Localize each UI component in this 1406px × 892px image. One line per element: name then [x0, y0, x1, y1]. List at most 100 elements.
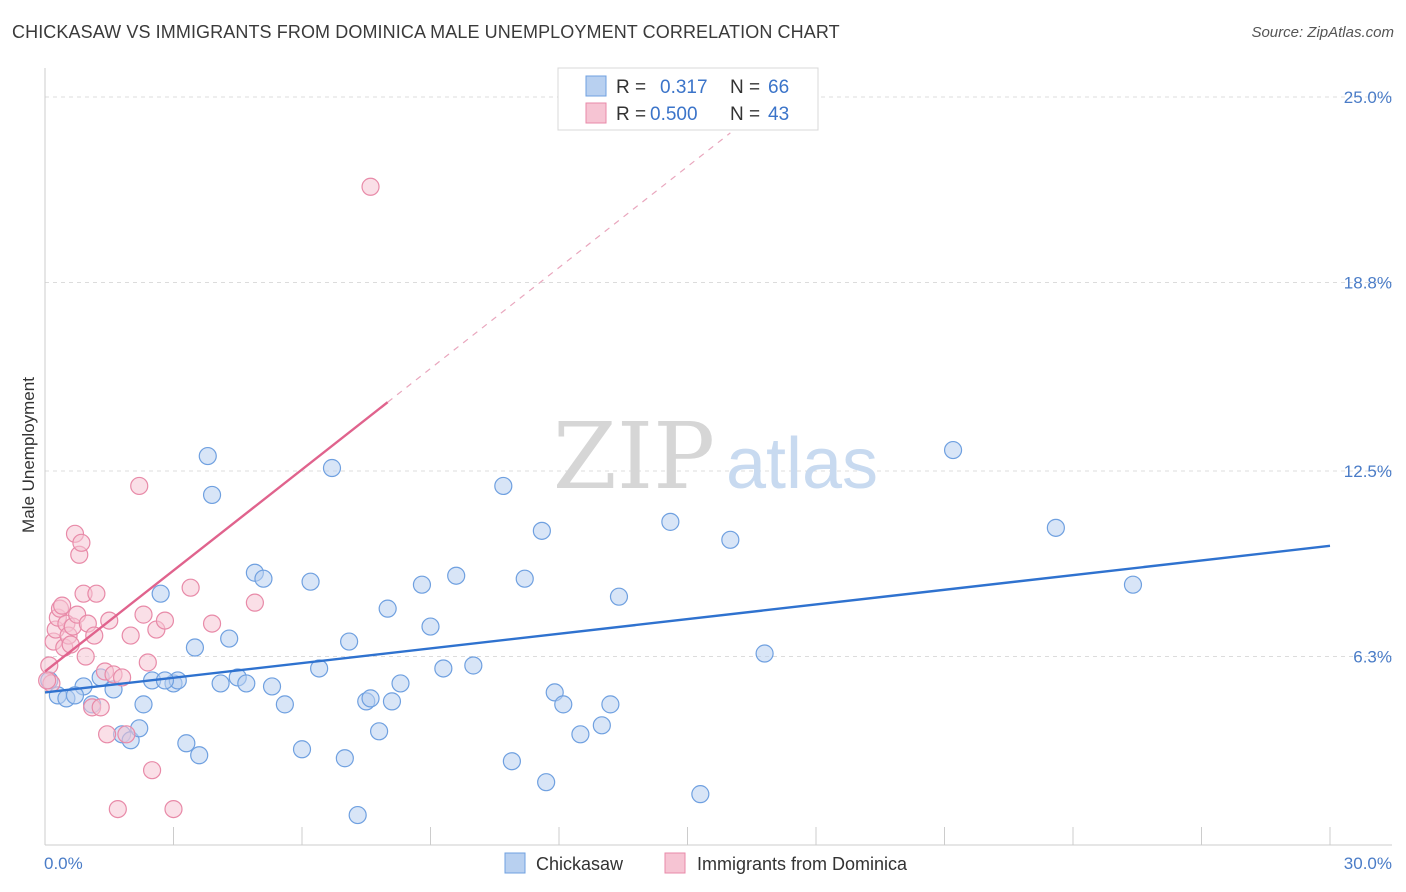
point-s0-38 — [391, 674, 410, 693]
point-s1-27 — [112, 668, 132, 687]
point-s0-47 — [532, 521, 551, 540]
point-s0-45 — [502, 752, 521, 771]
point-s0-59 — [943, 440, 963, 460]
point-s0-13 — [177, 734, 196, 753]
point-s0-30 — [335, 749, 354, 768]
point-s0-63 — [65, 686, 85, 705]
point-s1-39 — [245, 593, 264, 612]
point-s1-35 — [155, 611, 175, 630]
legend-n-value-chickasaw: 66 — [768, 77, 789, 98]
point-s0-60 — [1046, 518, 1065, 537]
point-s1-40 — [361, 177, 380, 196]
point-s1-31 — [134, 605, 153, 624]
point-s0-54 — [609, 587, 629, 606]
chart-source: Source: ZipAtlas.com — [1251, 24, 1394, 41]
point-s1-28 — [117, 725, 136, 744]
watermark-atlas: atlas — [726, 424, 878, 504]
legend: R = 0.317 N = 66 R = 0.500 N = 43 — [557, 67, 819, 131]
chart-title: CHICKASAW VS IMMIGRANTS FROM DOMINICA MA… — [12, 22, 840, 42]
point-s0-17 — [202, 485, 222, 505]
x-tick-label-0: 0.0% — [44, 854, 83, 873]
point-s0-36 — [378, 599, 397, 618]
trend-line-dominica-extension — [387, 132, 731, 403]
trend-lines — [44, 132, 1331, 694]
axes — [44, 68, 1392, 846]
point-s0-61 — [1123, 575, 1143, 594]
point-s0-41 — [434, 659, 453, 678]
y-tick-label-1: 12.5% — [1344, 462, 1392, 481]
point-s0-15 — [190, 746, 209, 765]
legend-r-value-dominica: 0.500 — [650, 104, 698, 125]
point-s1-32 — [138, 653, 157, 672]
point-s1-38 — [202, 614, 222, 633]
point-s1-37 — [181, 578, 200, 597]
legend-swatch-chickasaw — [585, 75, 607, 97]
legend-r-label-dominica: R = — [616, 104, 646, 125]
point-s0-52 — [592, 716, 611, 735]
point-s1-17 — [76, 647, 95, 666]
point-s1-23 — [98, 725, 117, 744]
point-s1-36 — [164, 799, 183, 819]
point-s0-8 — [134, 695, 153, 714]
bottom-legend-label-dominica: Immigrants from Dominica — [697, 854, 908, 874]
point-s0-50 — [554, 695, 573, 714]
point-s0-21 — [237, 674, 256, 693]
trend-line-chickasaw — [44, 544, 1331, 694]
point-s0-55 — [661, 512, 680, 531]
y-tick-label-0: 6.3% — [1353, 648, 1392, 667]
point-s0-56 — [691, 785, 710, 804]
point-s1-20 — [87, 584, 106, 603]
point-s0-31 — [340, 632, 359, 651]
x-tick-label-1: 30.0% — [1344, 854, 1392, 873]
point-s0-42 — [447, 566, 466, 585]
gridlines — [45, 96, 1392, 658]
point-s0-19 — [220, 629, 239, 648]
y-axis-label: Male Unemployment — [19, 377, 38, 533]
bottom-legend-label-chickasaw: Chickasaw — [536, 854, 624, 874]
point-s0-18 — [211, 674, 230, 693]
point-s0-53 — [601, 695, 620, 714]
point-s0-58 — [755, 644, 774, 663]
series-dominica-points — [38, 177, 380, 819]
point-s1-30 — [130, 476, 149, 496]
bottom-legend: Chickasaw Immigrants from Dominica — [504, 852, 908, 874]
point-s0-43 — [464, 656, 483, 675]
point-s0-37 — [382, 692, 402, 711]
point-s0-25 — [275, 695, 294, 714]
point-s0-14 — [185, 638, 205, 657]
point-s0-51 — [571, 725, 590, 744]
point-s0-27 — [301, 572, 320, 591]
watermark: ZIP atlas — [553, 403, 878, 510]
legend-n-label-chickasaw: N = — [730, 77, 760, 98]
point-s0-40 — [421, 617, 440, 636]
point-s0-34 — [361, 689, 380, 708]
point-s0-46 — [515, 569, 534, 588]
point-s0-10 — [151, 584, 170, 603]
point-s0-26 — [292, 740, 312, 759]
point-s1-0 — [40, 656, 59, 675]
trend-line-dominica — [44, 401, 389, 673]
point-s1-33 — [142, 761, 162, 780]
point-s0-57 — [721, 530, 740, 549]
watermark-zip: ZIP — [553, 403, 715, 510]
point-s1-29 — [121, 626, 140, 645]
point-s0-23 — [254, 569, 273, 588]
y-tick-label-3: 25.0% — [1344, 88, 1392, 107]
bottom-legend-swatch-chickasaw — [504, 852, 526, 874]
point-s1-15 — [72, 533, 91, 552]
legend-r-label-chickasaw: R = — [616, 77, 646, 98]
legend-r-value-chickasaw: 0.317 — [660, 77, 708, 98]
legend-n-label-dominica: N = — [730, 104, 760, 125]
point-s1-6 — [53, 596, 72, 615]
point-s0-48 — [537, 773, 556, 792]
point-s0-39 — [412, 575, 432, 594]
legend-n-value-dominica: 43 — [768, 104, 789, 125]
y-tick-label-2: 18.8% — [1344, 274, 1392, 293]
point-s0-29 — [322, 458, 342, 478]
point-s1-21 — [91, 698, 110, 717]
point-s0-32 — [348, 805, 367, 825]
point-s1-41 — [38, 671, 57, 690]
bottom-legend-swatch-dominica — [664, 852, 686, 874]
point-s0-35 — [370, 722, 389, 741]
